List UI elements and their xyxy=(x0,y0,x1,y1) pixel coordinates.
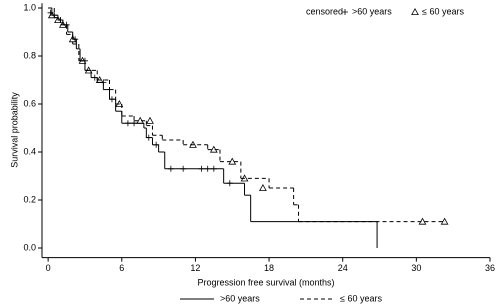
y-tick-label: 0.0 xyxy=(23,242,36,252)
censor-mark xyxy=(124,120,131,127)
censor-mark xyxy=(54,15,62,23)
censor-mark xyxy=(146,116,154,124)
censor-mark xyxy=(68,35,77,43)
censor-mark xyxy=(226,180,233,187)
censor-mark xyxy=(145,134,152,141)
censor-mark xyxy=(84,66,93,74)
censor-mark xyxy=(198,165,205,172)
y-tick-label: 1.0 xyxy=(23,2,36,12)
censor-mark xyxy=(167,165,174,172)
censor-mark xyxy=(108,96,115,103)
x-tick-label: 6 xyxy=(119,263,124,273)
censor-mark xyxy=(259,183,267,191)
censor-legend-title: censored xyxy=(306,6,343,16)
censor-mark xyxy=(115,99,124,107)
y-axis-label: Survival probability xyxy=(9,92,19,168)
censor-mark xyxy=(47,11,56,19)
x-tick-label: 24 xyxy=(338,263,348,273)
y-tick-label: 0.8 xyxy=(23,50,36,60)
legend-label: ≤ 60 years xyxy=(340,293,382,303)
censor-legend-label: ≤ 60 years xyxy=(422,6,464,16)
censor-mark xyxy=(58,20,67,28)
censor-mark xyxy=(78,56,87,64)
x-tick-label: 18 xyxy=(264,263,274,273)
censor-mark xyxy=(204,165,211,172)
x-axis-label: Progression free survival (months) xyxy=(197,277,334,287)
censor-legend-symbol xyxy=(342,9,348,15)
censor-mark xyxy=(440,217,449,225)
censor-mark xyxy=(136,116,145,124)
y-tick-label: 0.2 xyxy=(23,194,36,204)
x-tick-label: 36 xyxy=(485,263,495,273)
censor-mark xyxy=(240,174,249,182)
censor-legend-symbol xyxy=(411,7,419,15)
censor-mark xyxy=(189,140,197,148)
censor-mark xyxy=(153,141,160,148)
censor-mark xyxy=(209,145,218,153)
y-tick-label: 0.6 xyxy=(23,98,36,108)
censor-mark xyxy=(180,165,187,172)
x-tick-label: 30 xyxy=(411,263,421,273)
x-tick-label: 0 xyxy=(46,263,51,273)
censor-mark xyxy=(228,157,237,165)
censor-mark xyxy=(418,217,427,225)
censor-mark xyxy=(210,165,217,172)
censor-legend-label: >60 years xyxy=(352,6,392,16)
x-tick-label: 12 xyxy=(190,263,200,273)
legend-label: >60 years xyxy=(220,293,260,303)
y-tick-label: 0.4 xyxy=(23,146,36,156)
censor-mark xyxy=(95,75,104,83)
